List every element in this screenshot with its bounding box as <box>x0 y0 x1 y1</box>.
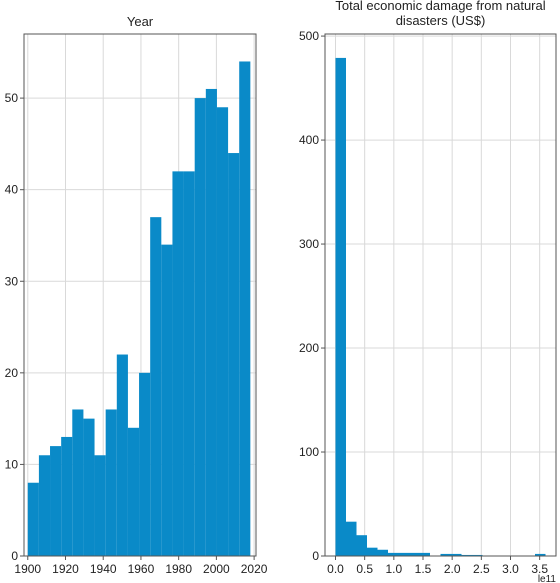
histogram-bar <box>38 455 51 556</box>
x-tick-label: 1.5 <box>415 562 432 576</box>
y-tick-label: 50 <box>5 91 19 105</box>
y-tick-label: 500 <box>299 29 319 43</box>
histogram-bar <box>228 153 240 557</box>
histogram-bar <box>440 553 451 556</box>
x-tick-label: 2000 <box>203 562 230 576</box>
y-tick-label: 200 <box>299 341 319 355</box>
y-tick-label: 20 <box>5 366 19 380</box>
x-tick-label: 3.0 <box>502 562 519 576</box>
x-tick-label: 1960 <box>128 562 155 576</box>
histogram-bar <box>194 98 206 557</box>
x-tick-label: 2020 <box>241 562 268 576</box>
x-tick-label: 1.0 <box>385 562 402 576</box>
chart-title: Year <box>127 14 154 29</box>
histogram-bar <box>172 171 184 557</box>
histogram-bar <box>50 446 62 556</box>
y-tick-label: 0 <box>312 549 319 563</box>
histogram-bar <box>94 455 106 556</box>
histogram-bar <box>367 547 378 556</box>
histogram-bar <box>239 61 251 556</box>
axes-frame <box>23 33 257 557</box>
histogram-bar <box>150 217 162 556</box>
y-tick-label: 30 <box>5 274 19 288</box>
histogram-bar <box>105 409 117 556</box>
histogram-bar <box>183 171 195 557</box>
y-tick-label: 400 <box>299 133 319 147</box>
x-offset-label: le11 <box>538 574 557 583</box>
histogram-bar <box>409 552 420 556</box>
x-tick-label: 1920 <box>52 562 79 576</box>
histogram-bar <box>116 354 128 556</box>
histogram-bar <box>398 552 409 556</box>
histogram-bar <box>72 409 84 556</box>
y-tick-label: 100 <box>299 445 319 459</box>
histogram-bar <box>161 244 173 556</box>
x-tick-label: 2.0 <box>444 562 461 576</box>
histogram-bar <box>419 552 430 556</box>
histogram-bar <box>377 549 388 556</box>
x-tick-label: 1940 <box>90 562 117 576</box>
x-tick-label: 0.5 <box>356 562 373 576</box>
y-tick-label: 10 <box>5 457 19 471</box>
x-tick-label: 1900 <box>14 562 41 576</box>
year-histogram: 0 10 20 30 40 50 1900 1920 1940 1960 1980 2000 2020 Y… <box>5 14 268 576</box>
histogram-bar <box>346 521 357 556</box>
histogram-bar <box>356 535 367 556</box>
x-tick-label: 3.5 <box>531 562 548 576</box>
histogram-bar <box>139 372 151 556</box>
histogram-bar <box>451 553 462 556</box>
histogram-bar <box>472 554 483 556</box>
x-tick-label: 1980 <box>165 562 192 576</box>
x-tick-label: 0.0 <box>327 562 344 576</box>
histogram-bar <box>216 107 229 557</box>
y-tick-label: 0 <box>11 549 18 563</box>
x-tick-label: 2.5 <box>473 562 490 576</box>
y-tick-label: 300 <box>299 237 319 251</box>
histogram-bar <box>127 427 140 556</box>
histogram-bar <box>535 553 546 556</box>
y-tick-label: 40 <box>5 183 19 197</box>
histogram-bar <box>61 436 73 556</box>
histogram-bar <box>388 552 399 556</box>
axes-frame <box>324 33 557 557</box>
histogram-bar <box>27 482 39 556</box>
chart-title-line: Total economic damage from natural <box>335 0 545 13</box>
histogram-bar <box>83 418 95 556</box>
histogram-bar <box>205 88 217 557</box>
economic-damage-histogram: 0 100 200 300 400 500 0.0 0.5 1.0 1.5 2.0 2.5 3.0 3.5… <box>299 0 557 583</box>
histogram-bar <box>335 57 346 557</box>
histogram-bar <box>461 554 472 556</box>
chart-title-line: disasters (US$) <box>396 13 486 28</box>
